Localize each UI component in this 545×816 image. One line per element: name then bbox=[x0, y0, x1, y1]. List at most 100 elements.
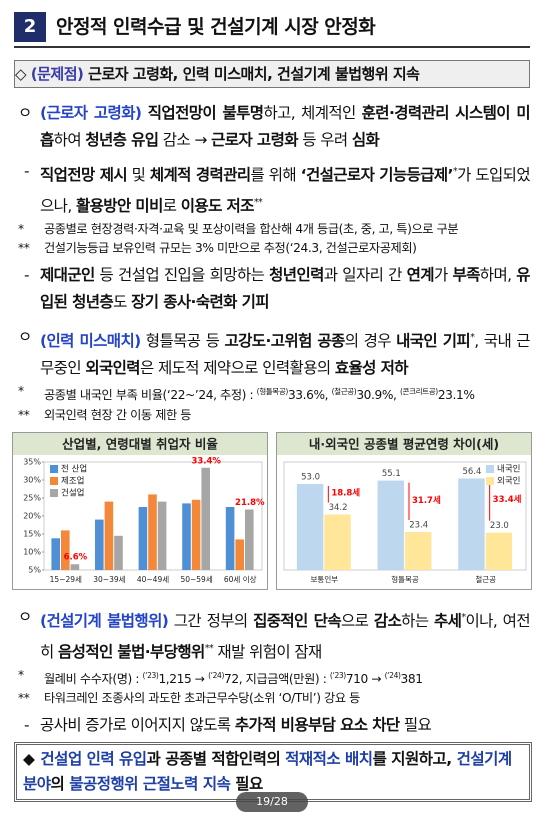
text-run: * bbox=[461, 612, 466, 623]
text-run: (콘크리트공) bbox=[400, 387, 438, 397]
value-label: 21.8% bbox=[235, 498, 265, 508]
bar bbox=[201, 467, 210, 570]
body-top: ㅇ (근로자 고령화) 직업전망이 불투명하고, 체계적인 훈련·경력관리 시스템… bbox=[14, 92, 531, 425]
text-run: 의 bbox=[266, 750, 286, 768]
text-run: 타워크레인 조종사의 과도한 초과근무수당(소위 ‘O/T비’) 강요 등 bbox=[44, 691, 360, 706]
text-run: ** bbox=[204, 643, 214, 655]
text-run: 하며, bbox=[479, 266, 517, 285]
legend-label: 외국인 bbox=[497, 476, 520, 487]
text-run: 추가적 비용부담 요소 차단 bbox=[234, 716, 400, 735]
bullet: ㅇ bbox=[18, 608, 32, 626]
bullet-item: ㅇ (인력 미스매치) 형틀목공 등 고강도·고위험 공종의 경우 내국인 기피*… bbox=[14, 324, 531, 382]
text-run: 직업전망이 불투명 bbox=[141, 104, 264, 122]
text-run: , 국내 근무중인 bbox=[40, 332, 531, 378]
bar bbox=[458, 478, 485, 570]
text-run: 30.9%, bbox=[356, 388, 400, 403]
bar bbox=[157, 501, 167, 570]
legend-swatch bbox=[50, 465, 58, 473]
bar bbox=[148, 494, 157, 570]
bullet-item: - 제대군인 등 건설업 진입을 희망하는 청년인력과 일자리 간 연계가 부족하… bbox=[14, 262, 531, 316]
value-label: 33.4% bbox=[191, 456, 221, 466]
text-run: ** bbox=[253, 197, 263, 209]
chart: 내·외국인 공종별 평균연령 차이(세) 보통인부 53.0 34.2 18.8세형틀목… bbox=[276, 432, 532, 590]
y-tick-label: 35% bbox=[23, 458, 41, 467]
difference-annotation: 31.7세 bbox=[412, 495, 441, 506]
section-title: 안정적 인력수급 및 건설기계 시장 안정화 bbox=[56, 16, 376, 38]
text-run: 건설업 인력 유입 bbox=[40, 750, 147, 768]
text-run: 유입된 청년층 bbox=[40, 266, 531, 312]
legend-label: 내국인 bbox=[497, 464, 520, 475]
text-run: 은 제도적 제약으로 인력활용의 bbox=[139, 359, 335, 378]
text-run: 효율성 저하 bbox=[334, 359, 409, 378]
value-label: 23.0 bbox=[490, 521, 509, 531]
text-run: 부족 bbox=[452, 266, 480, 285]
bullet: - bbox=[24, 716, 30, 735]
text-run: 가 도입되었으나, bbox=[40, 166, 531, 216]
text-run: 으로 bbox=[341, 612, 374, 631]
text-run: 훈련·경력관리 시스템이 미흡 bbox=[40, 104, 531, 149]
legend-label: 건설업 bbox=[61, 488, 84, 499]
text-run: 공종별로 현장경력·자격·교육 및 포상이력을 합산해 4개 등급(초, 중, … bbox=[44, 222, 459, 237]
x-tick-label: 40~49세 bbox=[137, 575, 169, 584]
text-run: 72, 지급금액(만원) : bbox=[224, 672, 330, 687]
text-run: 로 bbox=[162, 197, 181, 216]
title-band bbox=[277, 433, 531, 455]
text-run: 음성적인 불법·부당행위 bbox=[58, 643, 205, 662]
text-run: 재발 위험이 잠재 bbox=[213, 643, 322, 662]
text-run: 하는 bbox=[401, 612, 434, 631]
text-run: 이용도 저조 bbox=[180, 197, 255, 216]
text-run: 하여 bbox=[53, 131, 86, 149]
y-tick-label: 30% bbox=[23, 476, 41, 485]
text-run: 월례비 수수자(명) : bbox=[44, 672, 143, 687]
text-run: * bbox=[470, 332, 475, 344]
text-run: 활용방안 미비 bbox=[75, 197, 163, 216]
bullet-item: - 직업전망 제시 및 체계적 경력관리를 위해 ‘건설근로자 기능등급제’*가 … bbox=[14, 158, 531, 220]
note: * 공종별로 현장경력·자격·교육 및 포상이력을 합산해 4개 등급(초, 중,… bbox=[14, 220, 530, 239]
bar bbox=[182, 503, 191, 570]
value-label: 34.2 bbox=[329, 503, 348, 513]
y-tick-label: 25% bbox=[23, 494, 41, 503]
legend-swatch bbox=[50, 489, 58, 497]
text-run: 제대군인 bbox=[40, 266, 95, 285]
text-run: 심화 bbox=[351, 131, 380, 149]
text-run: * bbox=[452, 166, 458, 177]
bar bbox=[191, 499, 201, 570]
bar bbox=[114, 535, 123, 570]
bar bbox=[104, 501, 114, 570]
text-run: 공종별 적합인력 bbox=[165, 750, 267, 768]
legend-label: 전 산업 bbox=[61, 464, 87, 475]
text-run: 감소 → bbox=[158, 131, 212, 149]
text-run: 필요 bbox=[399, 716, 432, 735]
y-tick-label: 20% bbox=[23, 512, 41, 521]
text-run: 장기 종사·숙련화 기피 bbox=[131, 293, 269, 312]
bullet: - bbox=[24, 162, 30, 180]
y-tick-label: 10% bbox=[23, 548, 41, 557]
bullet-item: ㅇ (건설기계 불법행위) 그간 정부의 집중적인 단속으로 감소하는 추세*이나… bbox=[14, 604, 531, 666]
banner-marker: ◇ bbox=[15, 65, 27, 83]
text-run: 청년인력 bbox=[269, 266, 324, 285]
text-run: 필요 bbox=[230, 775, 263, 793]
text-run: (건설기계 불법행위) bbox=[40, 612, 169, 631]
bullet-item: ㅇ (근로자 고령화) 직업전망이 불투명하고, 체계적인 훈련·경력관리 시스템… bbox=[14, 100, 531, 154]
text-run: 공사비 증가로 이어지지 않도록 bbox=[40, 716, 235, 735]
bar bbox=[324, 514, 351, 570]
text-run: 1,215 → bbox=[158, 672, 209, 687]
bullet: ** bbox=[18, 407, 30, 422]
text-run: (인력 미스매치) bbox=[40, 332, 141, 351]
text-run: (형틀목공) bbox=[256, 387, 289, 397]
bar bbox=[70, 564, 80, 570]
text-run: 집중적인 단속 bbox=[253, 612, 342, 631]
bullet: * bbox=[18, 668, 24, 683]
text-run: 의 bbox=[50, 775, 70, 793]
text-run: 도 bbox=[113, 293, 132, 312]
value-label: 55.1 bbox=[382, 469, 401, 479]
text-run: 건설기능등급 보유인력 규모는 3% 미만으로 추정(‘24.3, 건설근로자공… bbox=[44, 241, 417, 256]
banner-text: 근로자 고령화, 인력 미스매치, 건설기계 불법행위 지속 bbox=[88, 65, 420, 83]
bar bbox=[95, 519, 104, 570]
text-run: 381 bbox=[400, 672, 423, 687]
legend-swatch bbox=[486, 465, 494, 473]
text-run: 감소 bbox=[373, 612, 402, 631]
chart-title: 산업별, 연령대별 취업자 비율 bbox=[62, 437, 218, 452]
text-run: 적재적소 배치 bbox=[285, 750, 373, 768]
